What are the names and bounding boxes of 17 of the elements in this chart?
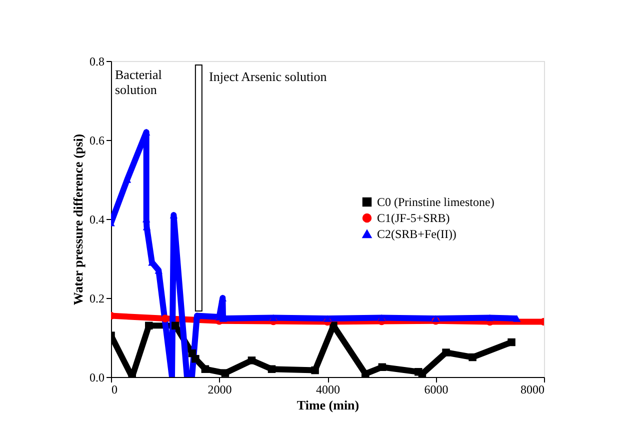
legend-label: C2(SRB+Fe(II))	[377, 227, 456, 241]
annotation: Bacterial solution	[115, 67, 162, 97]
annotation: Inject Arsenic solution	[209, 69, 328, 84]
y-tick-label: 0.6	[90, 134, 104, 148]
x-tick-label: 4000	[316, 382, 340, 396]
x-axis-title: Time (min)	[296, 398, 360, 412]
x-tick-label: 8000	[520, 382, 544, 396]
x-tick-label: 6000	[424, 382, 448, 396]
legend-label: C1(JF-5+SRB)	[377, 211, 450, 225]
legend-label: C0 (Prinstine limestone)	[377, 195, 494, 209]
x-tick-label: 2000	[208, 382, 232, 396]
y-tick-label: 0.2	[90, 292, 104, 306]
y-tick-label: 0.8	[90, 54, 104, 68]
x-tick-label: 0	[112, 382, 118, 396]
y-tick-label: 0.4	[90, 212, 104, 226]
y-tick-label: 0.0	[90, 370, 104, 384]
y-axis-title: Water pressure difference (psi)	[70, 134, 86, 306]
